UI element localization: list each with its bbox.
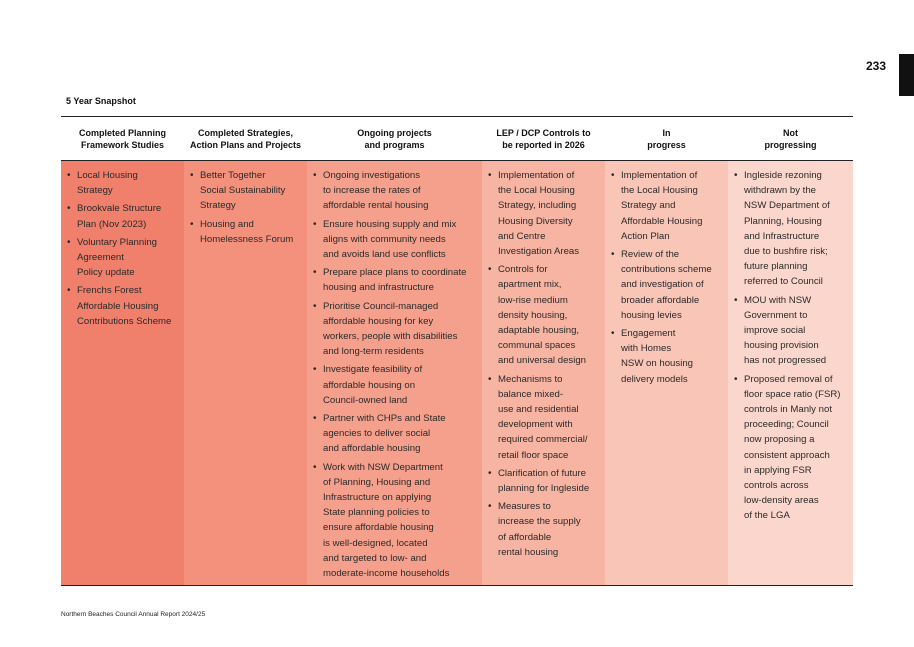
bullet-list: Implementation of the Local Housing Stra… — [488, 168, 599, 560]
list-item: Prioritise Council-managed affordable ho… — [313, 299, 476, 360]
column-completed-planning: Local Housing Strategy Brookvale Structu… — [61, 161, 184, 585]
list-item: Controls for apartment mix, low-rise med… — [488, 262, 599, 368]
column-not-progressing: Ingleside rezoning withdrawn by the NSW … — [728, 161, 853, 585]
list-item: Brookvale Structure Plan (Nov 2023) — [67, 201, 178, 231]
list-item: Review of the contributions scheme and i… — [611, 247, 722, 323]
section-title: 5 Year Snapshot — [66, 96, 136, 106]
list-item: Measures to increase the supply of affor… — [488, 499, 599, 560]
header-lep-dcp-controls: LEP / DCP Controls to be reported in 202… — [496, 127, 591, 150]
header-in-progress: In progress — [647, 127, 686, 150]
list-item: Investigate feasibility of affordable ho… — [313, 362, 476, 408]
list-item: Partner with CHPs and State agencies to … — [313, 411, 476, 457]
list-item: MOU with NSW Government to improve socia… — [734, 293, 847, 369]
list-item: Better Together Social Sustainability St… — [190, 168, 301, 214]
list-item: Implementation of the Local Housing Stra… — [488, 168, 599, 259]
list-item: Ensure housing supply and mix aligns wit… — [313, 217, 476, 263]
list-item: Work with NSW Department of Planning, Ho… — [313, 460, 476, 582]
bullet-list: Local Housing Strategy Brookvale Structu… — [67, 168, 178, 329]
list-item: Implementation of the Local Housing Stra… — [611, 168, 722, 244]
column-ongoing-projects: Ongoing investigations to increase the r… — [307, 161, 482, 585]
list-item: Clarification of future planning for Ing… — [488, 466, 599, 496]
list-item: Ongoing investigations to increase the r… — [313, 168, 476, 214]
list-item: Engagement with Homes NSW on housing del… — [611, 326, 722, 387]
bullet-list: Ingleside rezoning withdrawn by the NSW … — [734, 168, 847, 524]
column-lep-dcp-controls: Implementation of the Local Housing Stra… — [482, 161, 605, 585]
column-in-progress: Implementation of the Local Housing Stra… — [605, 161, 728, 585]
footer-report-title: Northern Beaches Council Annual Report 2… — [61, 611, 206, 618]
bullet-list: Implementation of the Local Housing Stra… — [611, 168, 722, 387]
list-item: Mechanisms to balance mixed- use and res… — [488, 372, 599, 463]
header-ongoing-projects: Ongoing projects and programs — [357, 127, 432, 150]
list-item: Local Housing Strategy — [67, 168, 178, 198]
page-number: 233 — [865, 59, 886, 73]
list-item: Voluntary Planning Agreement Policy upda… — [67, 235, 178, 281]
snapshot-table: Completed Planning Framework Studies Com… — [61, 116, 853, 586]
header-completed-strategies: Completed Strategies, Action Plans and P… — [189, 127, 302, 150]
bullet-list: Better Together Social Sustainability St… — [190, 168, 301, 247]
list-item: Proposed removal of floor space ratio (F… — [734, 372, 847, 524]
list-item: Housing and Homelessness Forum — [190, 217, 301, 247]
list-item: Frenchs Forest Affordable Housing Contri… — [67, 283, 178, 329]
column-completed-strategies: Better Together Social Sustainability St… — [184, 161, 307, 585]
section-tab-marker — [899, 54, 914, 96]
table-header-row: Completed Planning Framework Studies Com… — [61, 117, 853, 161]
header-completed-planning: Completed Planning Framework Studies — [78, 127, 166, 150]
bullet-list: Ongoing investigations to increase the r… — [313, 168, 476, 581]
table-body-row: Local Housing Strategy Brookvale Structu… — [61, 161, 853, 585]
list-item: Ingleside rezoning withdrawn by the NSW … — [734, 168, 847, 290]
list-item: Prepare place plans to coordinate housin… — [313, 265, 476, 295]
header-not-progressing: Not progressing — [764, 127, 817, 150]
